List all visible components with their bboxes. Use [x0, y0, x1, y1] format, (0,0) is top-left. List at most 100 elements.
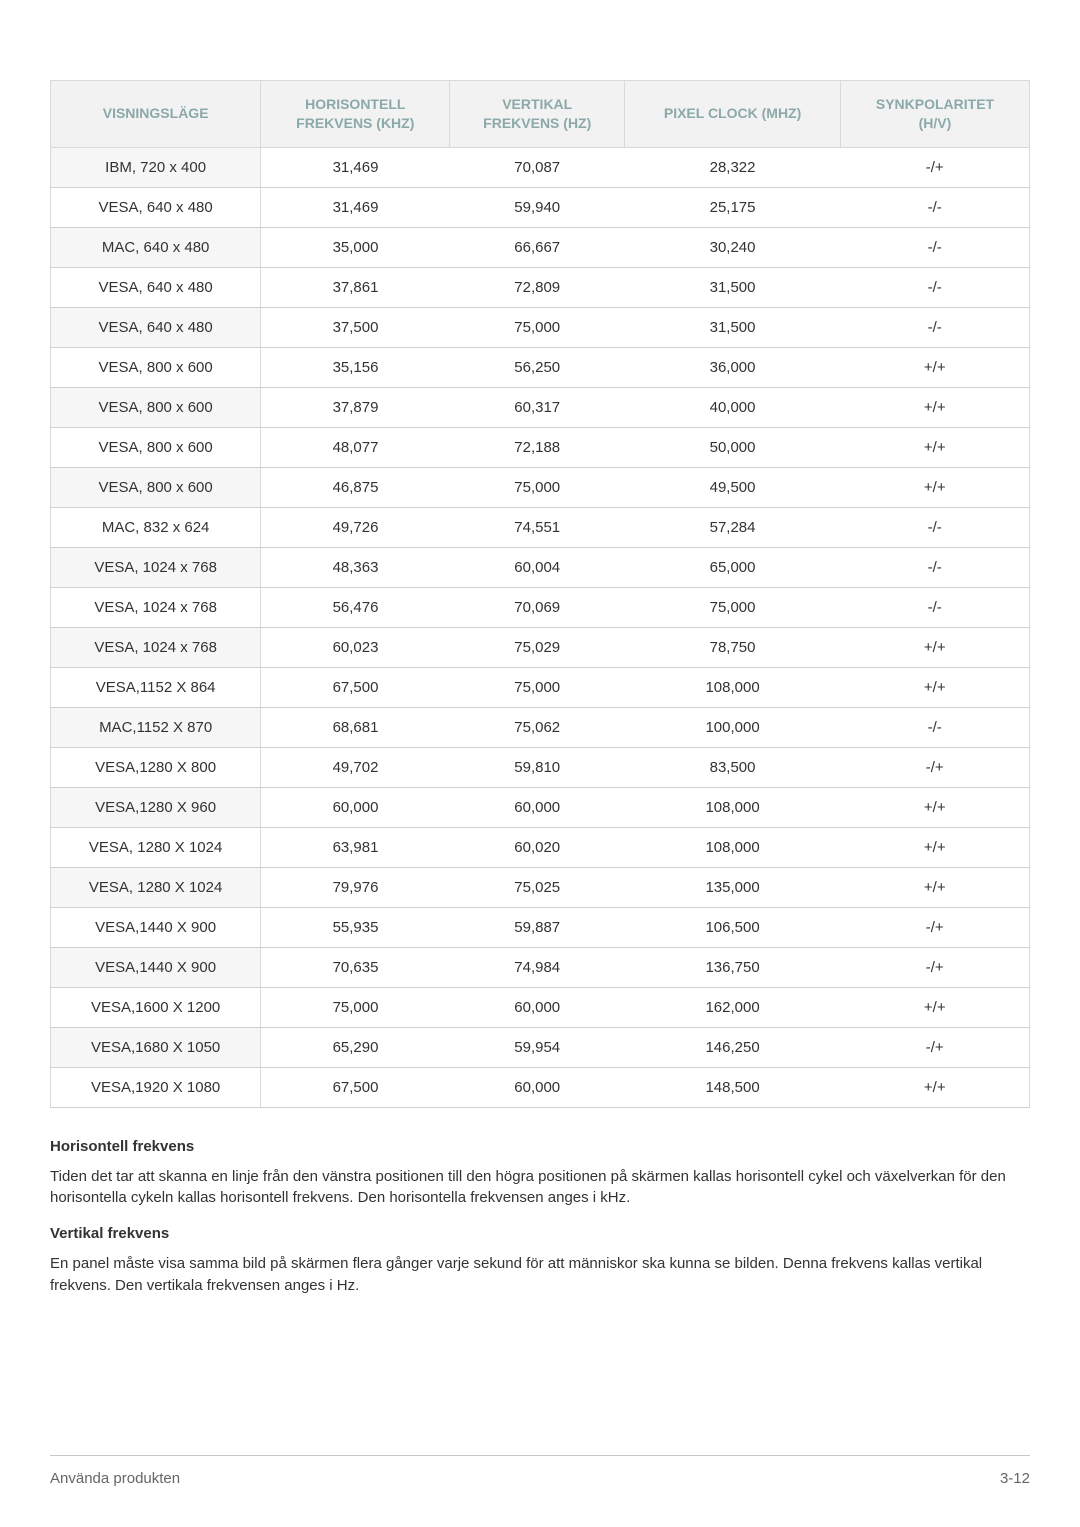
cell-value: 37,861 — [261, 267, 450, 307]
cell-value: 37,879 — [261, 387, 450, 427]
table-row: IBM, 720 x 40031,46970,08728,322-/+ — [51, 147, 1030, 187]
cell-value: 135,000 — [625, 867, 841, 907]
display-modes-table: VISNINGSLÄGE HORISONTELLFREKVENS (KHZ) V… — [50, 80, 1030, 1108]
vertikal-body: En panel måste visa samma bild på skärme… — [50, 1253, 1030, 1297]
table-header-row: VISNINGSLÄGE HORISONTELLFREKVENS (KHZ) V… — [51, 81, 1030, 148]
cell-value: 75,000 — [450, 667, 625, 707]
cell-value: 60,020 — [450, 827, 625, 867]
cell-value: 70,069 — [450, 587, 625, 627]
cell-mode: MAC, 640 x 480 — [51, 227, 261, 267]
footer-right: 3-12 — [1000, 1470, 1030, 1487]
table-row: VESA,1680 X 105065,29059,954146,250-/+ — [51, 1027, 1030, 1067]
cell-value: 67,500 — [261, 667, 450, 707]
cell-value: 162,000 — [625, 987, 841, 1027]
notes-section: Horisontell frekvens Tiden det tar att s… — [50, 1136, 1030, 1297]
cell-mode: MAC,1152 X 870 — [51, 707, 261, 747]
cell-mode: VESA,1152 X 864 — [51, 667, 261, 707]
cell-mode: MAC, 832 x 624 — [51, 507, 261, 547]
cell-value: 31,469 — [261, 147, 450, 187]
col-visningslage: VISNINGSLÄGE — [51, 81, 261, 148]
cell-value: -/- — [840, 547, 1029, 587]
cell-value: 59,954 — [450, 1027, 625, 1067]
cell-value: 60,004 — [450, 547, 625, 587]
cell-value: 72,188 — [450, 427, 625, 467]
cell-value: 40,000 — [625, 387, 841, 427]
cell-value: 60,317 — [450, 387, 625, 427]
cell-value: 108,000 — [625, 667, 841, 707]
cell-mode: VESA,1680 X 1050 — [51, 1027, 261, 1067]
cell-mode: IBM, 720 x 400 — [51, 147, 261, 187]
cell-value: -/- — [840, 227, 1029, 267]
cell-value: +/+ — [840, 667, 1029, 707]
cell-mode: VESA, 1280 X 1024 — [51, 867, 261, 907]
horisontell-title: Horisontell frekvens — [50, 1136, 1030, 1158]
cell-value: -/+ — [840, 747, 1029, 787]
col-vertikal: VERTIKALFREKVENS (HZ) — [450, 81, 625, 148]
cell-value: 48,077 — [261, 427, 450, 467]
table-row: VESA,1440 X 90070,63574,984136,750-/+ — [51, 947, 1030, 987]
cell-value: +/+ — [840, 867, 1029, 907]
cell-value: 48,363 — [261, 547, 450, 587]
cell-value: 25,175 — [625, 187, 841, 227]
cell-value: 74,551 — [450, 507, 625, 547]
cell-value: -/- — [840, 307, 1029, 347]
cell-value: 67,500 — [261, 1067, 450, 1107]
cell-value: 35,000 — [261, 227, 450, 267]
cell-value: 66,667 — [450, 227, 625, 267]
cell-value: -/- — [840, 707, 1029, 747]
cell-value: 78,750 — [625, 627, 841, 667]
cell-value: 75,029 — [450, 627, 625, 667]
cell-value: 37,500 — [261, 307, 450, 347]
cell-value: 46,875 — [261, 467, 450, 507]
cell-value: +/+ — [840, 987, 1029, 1027]
cell-value: 74,984 — [450, 947, 625, 987]
cell-value: 31,500 — [625, 307, 841, 347]
cell-mode: VESA, 800 x 600 — [51, 347, 261, 387]
cell-value: 70,087 — [450, 147, 625, 187]
table-body: IBM, 720 x 40031,46970,08728,322-/+ VESA,… — [51, 147, 1030, 1107]
page-footer: Använda produkten 3-12 — [50, 1455, 1030, 1487]
cell-value: 56,476 — [261, 587, 450, 627]
cell-value: -/+ — [840, 947, 1029, 987]
cell-value: 148,500 — [625, 1067, 841, 1107]
cell-value: 65,290 — [261, 1027, 450, 1067]
col-horisontell: HORISONTELLFREKVENS (KHZ) — [261, 81, 450, 148]
table-row: MAC, 832 x 62449,72674,55157,284-/- — [51, 507, 1030, 547]
cell-value: +/+ — [840, 627, 1029, 667]
cell-value: 35,156 — [261, 347, 450, 387]
cell-value: -/+ — [840, 147, 1029, 187]
vertikal-title: Vertikal frekvens — [50, 1223, 1030, 1245]
cell-value: 63,981 — [261, 827, 450, 867]
footer-left: Använda produkten — [50, 1470, 180, 1487]
table-row: VESA, 1280 X 102463,98160,020108,000+/+ — [51, 827, 1030, 867]
cell-value: 65,000 — [625, 547, 841, 587]
cell-value: 56,250 — [450, 347, 625, 387]
table-row: VESA,1152 X 86467,50075,000108,000+/+ — [51, 667, 1030, 707]
cell-value: +/+ — [840, 347, 1029, 387]
cell-value: +/+ — [840, 1067, 1029, 1107]
cell-mode: VESA,1280 X 960 — [51, 787, 261, 827]
cell-mode: VESA,1920 X 1080 — [51, 1067, 261, 1107]
table-row: VESA,1280 X 96060,00060,000108,000+/+ — [51, 787, 1030, 827]
table-row: VESA,1280 X 80049,70259,81083,500-/+ — [51, 747, 1030, 787]
table-row: VESA, 800 x 60046,87575,00049,500+/+ — [51, 467, 1030, 507]
cell-value: 136,750 — [625, 947, 841, 987]
cell-value: 75,000 — [450, 467, 625, 507]
cell-value: 55,935 — [261, 907, 450, 947]
cell-value: +/+ — [840, 827, 1029, 867]
cell-value: 59,940 — [450, 187, 625, 227]
cell-value: 57,284 — [625, 507, 841, 547]
table-row: VESA, 640 x 48037,50075,00031,500-/- — [51, 307, 1030, 347]
cell-mode: VESA,1280 X 800 — [51, 747, 261, 787]
table-row: VESA, 1024 x 76860,02375,02978,750+/+ — [51, 627, 1030, 667]
cell-value: -/- — [840, 187, 1029, 227]
cell-value: +/+ — [840, 467, 1029, 507]
cell-value: 108,000 — [625, 827, 841, 867]
cell-value: 59,810 — [450, 747, 625, 787]
table-row: VESA, 1280 X 102479,97675,025135,000+/+ — [51, 867, 1030, 907]
cell-value: 75,062 — [450, 707, 625, 747]
cell-value: 108,000 — [625, 787, 841, 827]
cell-value: 30,240 — [625, 227, 841, 267]
table-row: MAC, 640 x 48035,00066,66730,240-/- — [51, 227, 1030, 267]
cell-value: 36,000 — [625, 347, 841, 387]
